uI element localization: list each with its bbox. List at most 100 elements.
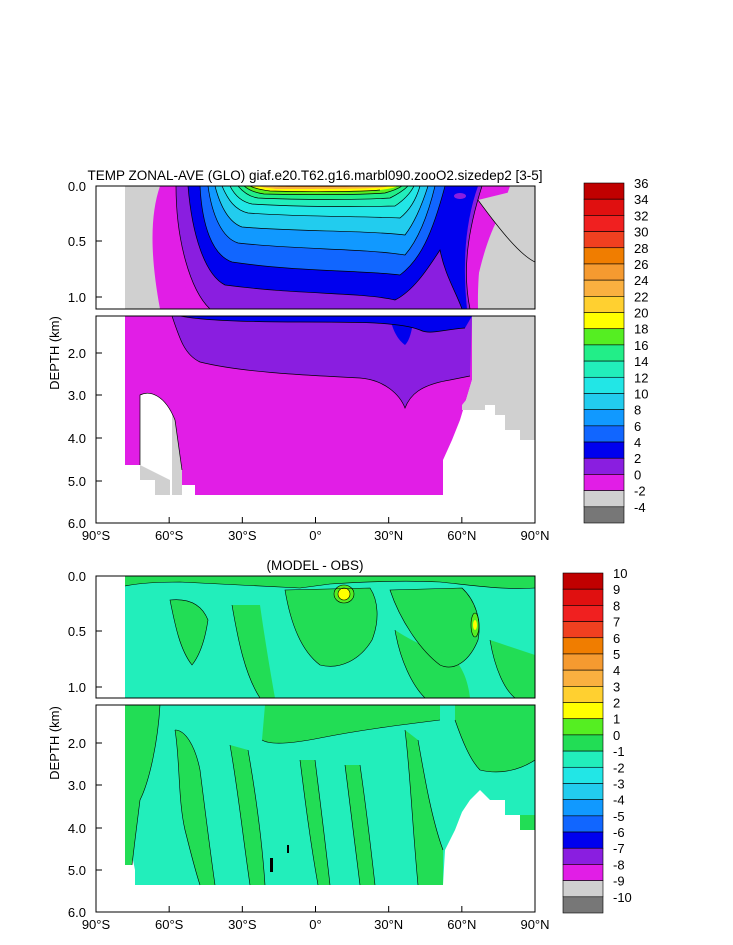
y-tick: 0.5 [68, 624, 86, 639]
colorbar-swatch [562, 734, 604, 752]
x-tick-label: 90°N [520, 917, 549, 932]
colorbar-swatch [562, 880, 604, 898]
colorbar-label: -1 [613, 744, 625, 759]
colorbar-swatch [583, 312, 625, 330]
colorbar-swatch [583, 409, 625, 427]
colorbar-swatch [562, 783, 604, 800]
x-tick-label: 30°S [228, 528, 257, 543]
colorbar-swatch [583, 344, 625, 362]
colorbar-label: 8 [613, 598, 620, 613]
colorbar-label: -5 [613, 809, 625, 824]
y-tick: 0.5 [68, 234, 86, 249]
y-tick: 5.0 [68, 474, 86, 489]
colorbar-label: 28 [634, 241, 648, 256]
colorbar-label: 18 [634, 322, 648, 337]
colorbar-swatch [562, 588, 604, 606]
colorbar-swatch [562, 766, 604, 784]
colorbar-swatch [562, 896, 604, 914]
y-tick: 4.0 [68, 821, 86, 836]
colorbar-swatch [562, 799, 604, 817]
colorbar-swatch [583, 376, 625, 394]
colorbar-swatch [583, 263, 625, 281]
temp-lower-field [96, 316, 535, 523]
colorbar-swatch [583, 457, 625, 475]
diff-x-ticks: 90°S 60°S 30°S 0° 30°N 60°N 90°N [82, 906, 550, 932]
colorbar-label: -7 [613, 841, 625, 856]
colorbar-swatch [562, 686, 604, 703]
colorbar-label: 20 [634, 306, 648, 321]
temp-ylabel: DEPTH (km) [47, 316, 62, 390]
colorbar-label: -3 [613, 776, 625, 791]
colorbar-swatch [562, 637, 604, 655]
diff-plot: (MODEL - OBS) [47, 558, 632, 932]
colorbar-label: 22 [634, 289, 648, 304]
diff-upper-field [96, 576, 535, 698]
colorbar-swatch [562, 718, 604, 736]
colorbar-label: 34 [634, 192, 648, 207]
x-tick-label: 0° [309, 528, 321, 543]
colorbar-label: -4 [634, 500, 646, 515]
x-tick-label: 60°N [447, 917, 476, 932]
colorbar-swatch [583, 247, 625, 265]
y-tick: 1.0 [68, 290, 86, 305]
colorbar-label: 10 [613, 566, 627, 581]
x-tick-label: 30°N [374, 528, 403, 543]
y-tick: 1.0 [68, 680, 86, 695]
temp-x-ticks: 90°S 60°S 30°S 0° 30°N 60°N 90°N [82, 517, 550, 543]
colorbar-label: -10 [613, 890, 632, 905]
colorbar-swatch [562, 669, 604, 687]
colorbar-swatch [583, 182, 625, 200]
colorbar-label: 32 [634, 208, 648, 223]
colorbar-label: 1 [613, 712, 620, 727]
x-tick-label: 60°N [447, 528, 476, 543]
colorbar-swatch [583, 506, 625, 524]
y-tick: 3.0 [68, 388, 86, 403]
y-tick: 5.0 [68, 863, 86, 878]
x-tick-label: 60°S [155, 917, 184, 932]
colorbar-label: 16 [634, 338, 648, 353]
colorbar-swatch [583, 328, 625, 346]
x-tick-label: 30°S [228, 917, 257, 932]
x-tick-label: 30°N [374, 917, 403, 932]
temp-plot-title: TEMP ZONAL-AVE (GLO) giaf.e20.T62.g16.ma… [88, 168, 543, 183]
colorbar-swatch [562, 702, 604, 720]
colorbar-label: -2 [634, 484, 646, 499]
colorbar-swatch [583, 441, 625, 459]
colorbar-label: 4 [613, 663, 620, 678]
colorbar-swatch [583, 490, 625, 508]
y-tick: 0.0 [68, 179, 86, 194]
y-tick: 4.0 [68, 431, 86, 446]
colorbar-label: 12 [634, 370, 648, 385]
diff-ylabel: DEPTH (km) [47, 706, 62, 780]
x-tick-label: 0° [309, 917, 321, 932]
colorbar-swatch [583, 279, 625, 297]
colorbar-label: 5 [613, 647, 620, 662]
colorbar-label: 3 [613, 679, 620, 694]
y-tick: 6.0 [68, 905, 86, 920]
colorbar-swatch [562, 831, 604, 849]
colorbar-label: -6 [613, 825, 625, 840]
colorbar-label: 0 [613, 728, 620, 743]
diff-y-ticks: 0.0 0.5 1.0 2.0 3.0 4.0 5.0 6.0 [68, 569, 86, 920]
colorbar-swatch [583, 425, 625, 443]
y-tick: 3.0 [68, 778, 86, 793]
colorbar-label: 4 [634, 435, 641, 450]
diff-lower-field [96, 705, 535, 912]
y-tick: 2.0 [68, 346, 86, 361]
colorbar-label: 6 [613, 631, 620, 646]
colorbar-swatch [562, 653, 604, 671]
x-tick-label: 90°S [82, 917, 111, 932]
colorbar-label: 6 [634, 419, 641, 434]
colorbar-label: 7 [613, 615, 620, 630]
colorbar-label: 24 [634, 273, 648, 288]
y-tick: 0.0 [68, 569, 86, 584]
colorbar-label: 30 [634, 225, 648, 240]
diff-upper-frame [95, 575, 536, 699]
y-tick: 6.0 [68, 516, 86, 531]
x-tick-label: 90°S [82, 528, 111, 543]
colorbar-label: 10 [634, 386, 648, 401]
colorbar-swatch [583, 393, 625, 410]
colorbar-label: 26 [634, 257, 648, 272]
